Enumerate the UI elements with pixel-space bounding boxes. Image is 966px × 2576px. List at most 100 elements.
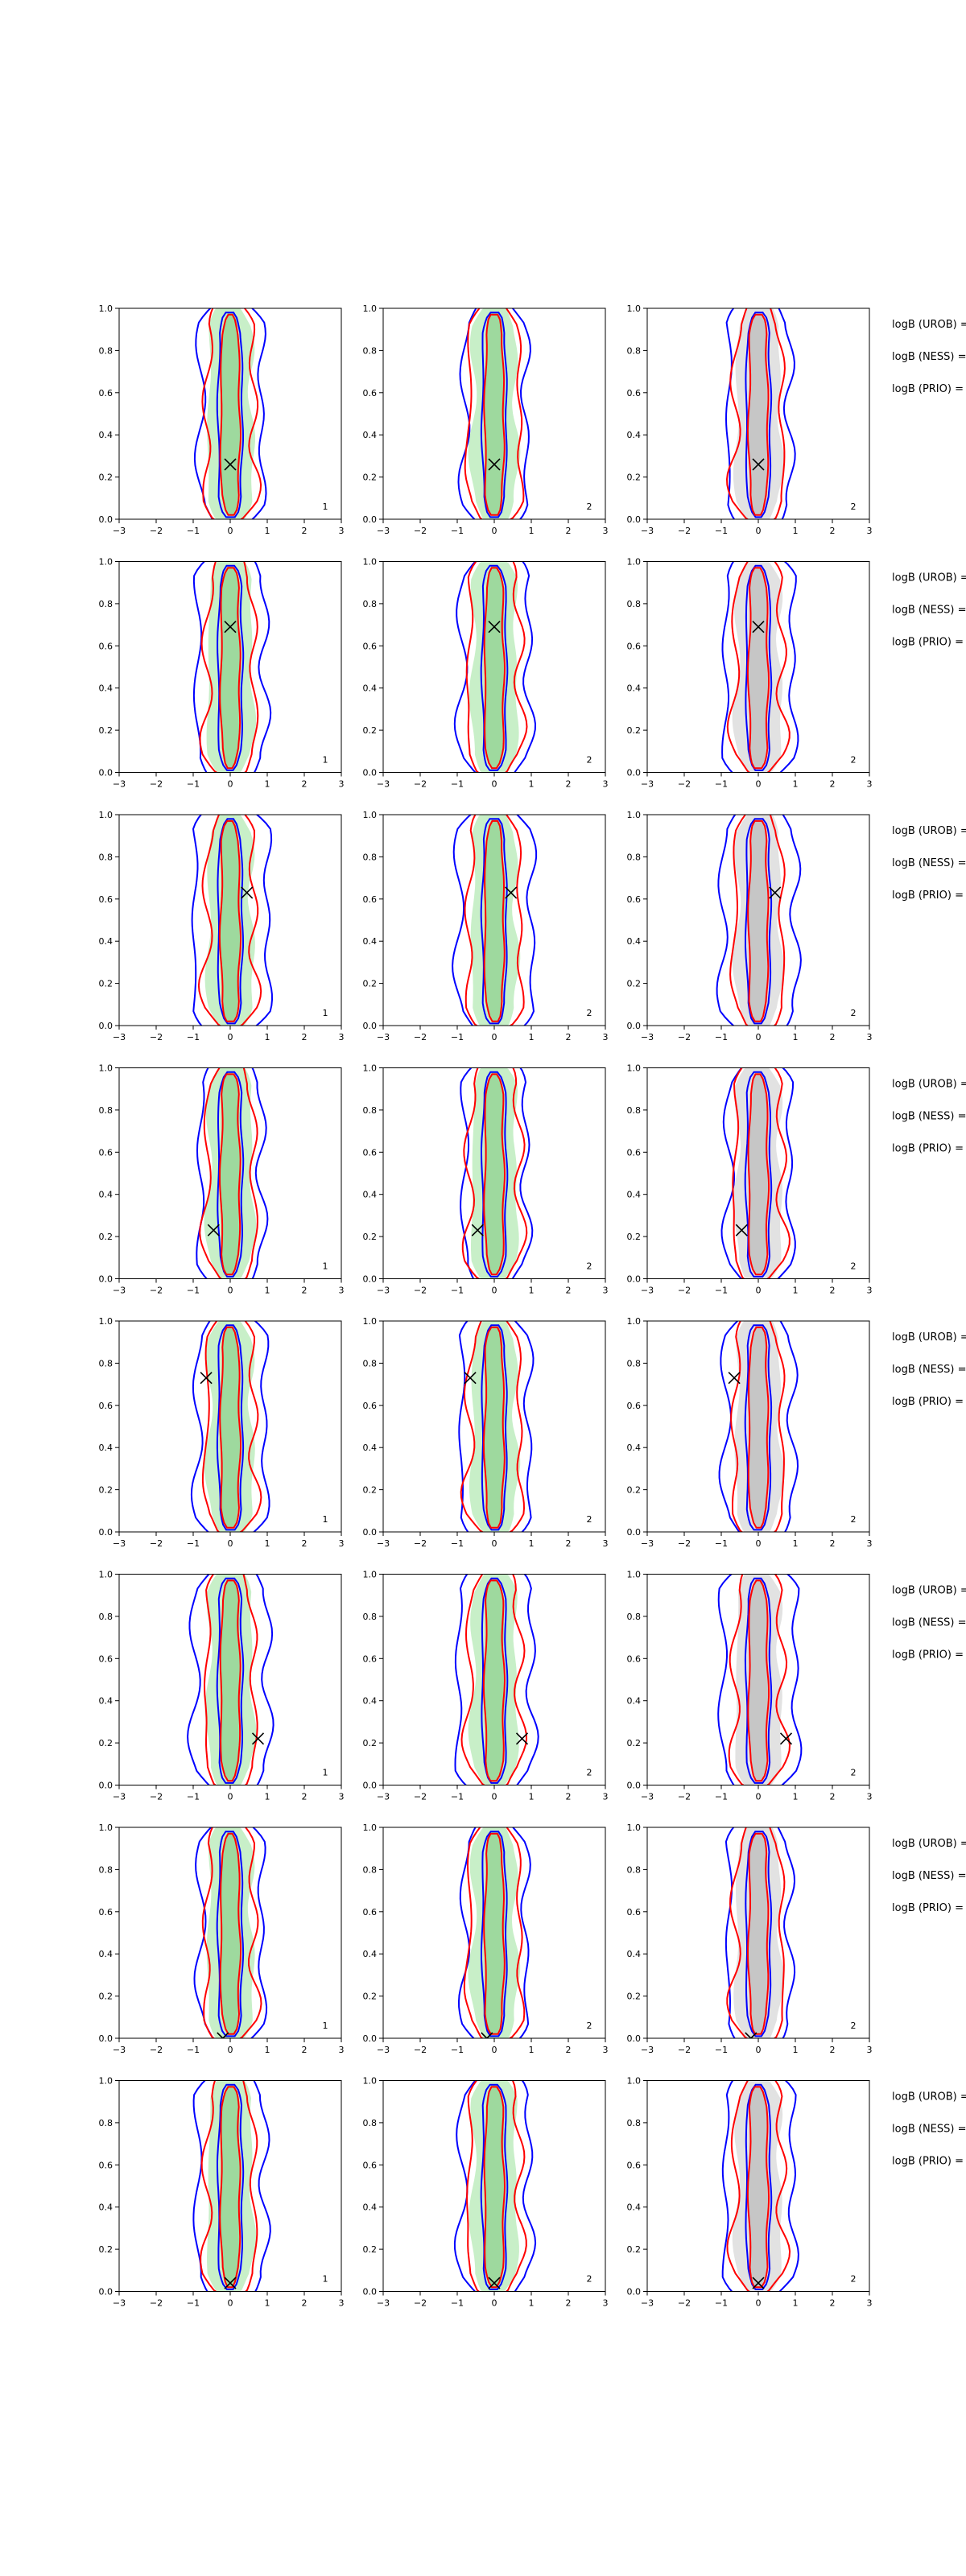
panel-r2-c2: −3 −2 −1 0 1 2 3 0.0 0.2 0.4 0.6 0.8 1.0 2 [363, 557, 609, 790]
y-tick-label: 0.0 [99, 1274, 114, 1285]
y-tick-label: 0.6 [627, 1147, 642, 1158]
y-tick-label: 1.0 [627, 1823, 642, 1833]
y-tick-label: 0.2 [363, 979, 378, 989]
plot-area [196, 1067, 269, 1279]
y-tick-label: 0.4 [363, 1190, 378, 1200]
red-contour-outer [201, 1827, 262, 2038]
blue-contour-inner [216, 1324, 245, 1531]
legend-line: logB (UROB) = [892, 2091, 966, 2103]
shaded-density-core [220, 1831, 241, 2034]
blue-contour-inner [745, 312, 773, 518]
panel-tag: 2 [587, 1514, 592, 1525]
red-contour-outer [463, 1827, 526, 2038]
shaded-density-core [483, 1325, 506, 1528]
panel-r1-c2: −3 −2 −1 0 1 2 3 0.0 0.2 0.4 0.6 0.8 1.0 2 [363, 303, 609, 536]
x-tick-label: 0 [228, 526, 233, 536]
blue-contour-inner [216, 1577, 245, 1784]
y-tick-label: 1.0 [627, 1570, 642, 1580]
plot-area [457, 308, 531, 519]
y-tick-label: 0.8 [627, 1105, 642, 1116]
x-tick-label: −1 [715, 779, 728, 790]
x-tick-label: 0 [492, 1286, 497, 1296]
y-tick-label: 1.0 [99, 2076, 114, 2087]
x-tick-label: 3 [603, 526, 609, 536]
red-contour-outer [461, 1067, 528, 1279]
y-tick-label: 0.6 [99, 2160, 114, 2170]
x-tick-label: −1 [715, 1032, 728, 1042]
y-tick-label: 0.8 [627, 1612, 642, 1622]
x-tick-label: 2 [302, 2298, 308, 2309]
y-tick-label: 0.6 [363, 1147, 378, 1158]
x-tick-label: −2 [414, 779, 427, 790]
y-tick-label: 1.0 [363, 303, 378, 314]
y-tick-label: 0.4 [627, 1949, 642, 1959]
red-contour-outer [199, 561, 259, 773]
x-tick-label: 3 [339, 1792, 345, 1802]
y-tick-label: 0.8 [99, 1358, 114, 1368]
blue-contour-outer [717, 1574, 803, 1785]
red-contour-outer [728, 1574, 791, 1785]
legend-line: logB (NESS) = [892, 1870, 966, 1882]
x-tick-label: −2 [678, 1538, 691, 1549]
red-contour-outer [199, 1067, 258, 1279]
y-tick-label: 0.2 [99, 1485, 114, 1496]
blue-contour-inner [480, 312, 508, 518]
y-tick-label: 1.0 [363, 1570, 378, 1580]
red-contour-inner [218, 819, 242, 1022]
x-tick-label: 1 [529, 1538, 535, 1549]
true-value-marker [505, 886, 518, 899]
panel-r3-c3: −3 −2 −1 0 1 2 3 0.0 0.2 0.4 0.6 0.8 1.0 2 [627, 810, 873, 1042]
x-tick-label: 3 [867, 1538, 873, 1549]
y-tick-label: 0.4 [363, 683, 378, 694]
y-tick-label: 0.6 [363, 1401, 378, 1411]
x-tick-label: 3 [867, 526, 873, 536]
shaded-density-core [220, 2084, 242, 2288]
y-tick-label: 0.8 [99, 2118, 114, 2128]
panel-r1-c1: −3 −2 −1 0 1 2 3 0.0 0.2 0.4 0.6 0.8 1.0 1 [99, 303, 345, 536]
y-tick-label: 0.2 [99, 2244, 114, 2255]
plot-area [454, 1574, 539, 1785]
x-tick-label: 3 [867, 1286, 873, 1296]
x-tick-label: 1 [265, 526, 270, 536]
legend-line: logB (NESS) = [892, 1617, 966, 1629]
shaded-density-core [747, 1831, 770, 2034]
y-tick-label: 0.2 [363, 1738, 378, 1748]
y-tick-label: 0.0 [363, 514, 378, 525]
panel-r8-c1: −3 −2 −1 0 1 2 3 0.0 0.2 0.4 0.6 0.8 1.0 1 [99, 2076, 345, 2309]
red-contour-outer [726, 2080, 791, 2292]
panel-tag: 1 [323, 502, 328, 512]
y-tick-label: 0.6 [363, 1907, 378, 1918]
x-tick-label: 0 [492, 2045, 497, 2055]
x-tick-label: 3 [603, 1792, 609, 1802]
x-tick-label: −1 [187, 1792, 200, 1802]
legend-line: logB (UROB) = [892, 1585, 966, 1597]
y-tick-label: 0.8 [627, 1864, 642, 1875]
legend-line: logB (PRIO) = [892, 2156, 964, 2168]
x-tick-label: 0 [756, 1032, 762, 1042]
y-tick-label: 0.8 [363, 1612, 378, 1622]
y-tick-label: 0.0 [627, 1527, 642, 1538]
x-tick-label: −2 [150, 1032, 163, 1042]
shaded-density-core [483, 1831, 506, 2034]
x-tick-label: −3 [113, 2045, 126, 2055]
x-tick-label: −2 [150, 1792, 163, 1802]
x-tick-label: 3 [603, 1538, 609, 1549]
true-value-marker [217, 2032, 229, 2038]
x-tick-label: −1 [451, 1538, 464, 1549]
red-contour-inner [483, 2086, 506, 2289]
blue-contour-outer [192, 2080, 271, 2292]
shaded-density-core [220, 1578, 242, 1781]
x-tick-label: 0 [756, 2045, 762, 2055]
y-tick-label: 1.0 [627, 303, 642, 314]
y-tick-label: 0.2 [627, 1738, 642, 1748]
y-tick-label: 0.8 [363, 599, 378, 609]
blue-contour-outer [190, 1321, 270, 1532]
plot-area [190, 1321, 270, 1532]
x-tick-label: 3 [603, 2298, 609, 2309]
x-tick-label: 1 [793, 2045, 799, 2055]
red-contour-inner [219, 567, 242, 770]
red-contour-inner [483, 313, 506, 516]
true-value-marker [207, 1224, 220, 1236]
x-tick-label: 0 [756, 526, 762, 536]
x-tick-label: 3 [867, 1792, 873, 1802]
